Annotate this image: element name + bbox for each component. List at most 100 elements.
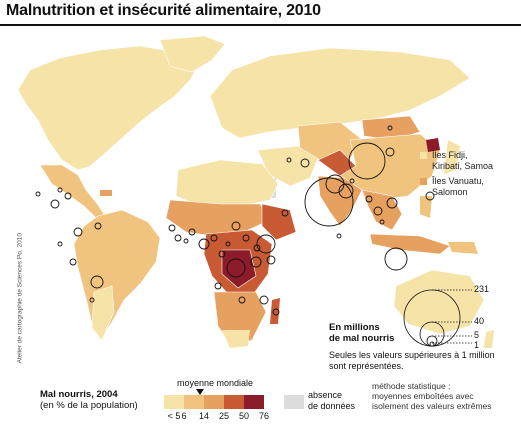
class-swatch [164, 395, 184, 409]
proportional-circles [35, 125, 435, 316]
islands-swatch [420, 178, 427, 185]
africa-north [175, 159, 279, 207]
circle-myanmar [365, 195, 373, 203]
japan [444, 140, 460, 174]
world-map [17, 35, 494, 348]
circle-mongolia [387, 125, 393, 131]
south-africa [222, 330, 250, 348]
circle-w5 [210, 234, 218, 242]
madagascar [270, 298, 280, 324]
circle-vietnam [386, 197, 398, 209]
class-tick: < 5 [167, 411, 181, 421]
circle-w3 [183, 238, 189, 244]
circle-kenya [266, 255, 276, 265]
legend-title: Mal nourris, 2004 (en % de la population… [40, 389, 138, 411]
philippines [420, 196, 432, 218]
legend-subtitle: (en % de la population) [40, 400, 138, 411]
circle-nigeria [198, 238, 210, 250]
circle-venezuela [94, 222, 102, 230]
circle-sri-lanka [336, 233, 342, 239]
method-line: isolement des valeurs extrêmes [372, 401, 492, 411]
circle-value: 40 [474, 316, 485, 326]
class-swatch [244, 395, 264, 409]
circle-afghan [300, 158, 310, 168]
circle-philippines [425, 191, 435, 201]
class-tick: 6 [181, 411, 187, 421]
dr-congo [221, 249, 257, 289]
indonesia [369, 233, 451, 255]
south-america-south [91, 285, 115, 341]
islands-legend: Îles Fidji, Kiribati, Samoa Îles Vanuatu… [420, 150, 493, 202]
circle-zambia [238, 296, 246, 304]
new-zealand [484, 330, 494, 348]
no-data-label: absence de données [308, 390, 355, 412]
caribbean [100, 190, 112, 196]
circle-size-legend [403, 289, 472, 347]
class-tick: 76 [258, 411, 270, 421]
circle-nepal [349, 178, 355, 184]
millions-title: En millions de mal nourris [329, 322, 394, 344]
circle-indonesia [384, 247, 408, 271]
circle-tanzania [250, 256, 262, 268]
islands-entry: Îles Vanuatu, Salomon [420, 176, 493, 198]
circle-india [304, 177, 354, 227]
class-swatch [204, 395, 224, 409]
circle-china [348, 142, 386, 180]
circle-angola [214, 282, 222, 290]
circle-mozambique [259, 295, 269, 305]
class-tick: 50 [238, 411, 250, 421]
no-data-swatch [284, 395, 304, 409]
sahel [165, 199, 271, 237]
circle-bangladesh [338, 183, 354, 199]
circle-cambodia [379, 219, 385, 225]
title-rule [0, 24, 521, 26]
circle-yemen [281, 209, 289, 217]
islands-label: Kiribati, Samoa [432, 161, 494, 171]
circle-cuba [57, 187, 63, 193]
south-america [73, 209, 161, 341]
circle-thailand [373, 206, 383, 216]
map-title: Malnutrition et insécurité alimentaire, … [6, 2, 321, 19]
millions-note-line: Seules les valeurs supérieures à 1 milli… [329, 350, 495, 360]
method-note: méthode statistique : moyennes emboîtées… [372, 381, 492, 411]
circle-value: 1 [474, 340, 480, 350]
eurasia-north [209, 47, 471, 139]
circle-w7 [242, 234, 250, 242]
circle-nkorea [385, 147, 395, 157]
millions-note-line: sont représentées. [329, 361, 404, 371]
north-america [17, 45, 201, 171]
circle-bolivia [89, 297, 95, 303]
circle-brazil [90, 275, 104, 289]
circle-colombia [73, 227, 83, 237]
class-swatch [184, 395, 204, 409]
average-label: moyenne mondiale [177, 378, 254, 388]
india [317, 175, 363, 227]
greenland [159, 35, 226, 73]
millions-title-line: de mal nourris [329, 333, 395, 344]
north-korea [426, 138, 440, 152]
no-data-line: de données [308, 401, 356, 411]
circle-ethiopia [256, 234, 276, 254]
circle-w1 [168, 224, 176, 232]
no-data-line: absence [308, 390, 343, 400]
method-line: moyennes emboîtées avec [372, 391, 474, 401]
islands-swatch [420, 152, 427, 159]
millions-note: Seules les valeurs supérieures à 1 milli… [329, 350, 514, 372]
australia [393, 269, 485, 335]
circle-w2 [174, 234, 182, 242]
credit-text: Atelier de cartographie de Sciences Po, … [16, 233, 24, 364]
circle-haiti [64, 192, 72, 200]
method-line: méthode statistique : [372, 381, 451, 391]
circle-w8 [225, 241, 231, 247]
average-marker-icon [196, 389, 204, 395]
papua [448, 242, 478, 254]
circle-iraq [286, 157, 292, 163]
class-swatch [224, 395, 244, 409]
horn-of-africa [261, 203, 297, 241]
circle-w4 [188, 228, 196, 236]
circle-madagascar [272, 308, 280, 316]
islands-entry: Îles Fidji, Kiribati, Samoa [420, 150, 493, 172]
circle-mexico [50, 199, 60, 209]
islands-label: Îles Fidji, [432, 150, 468, 160]
circle-peru [69, 258, 77, 266]
